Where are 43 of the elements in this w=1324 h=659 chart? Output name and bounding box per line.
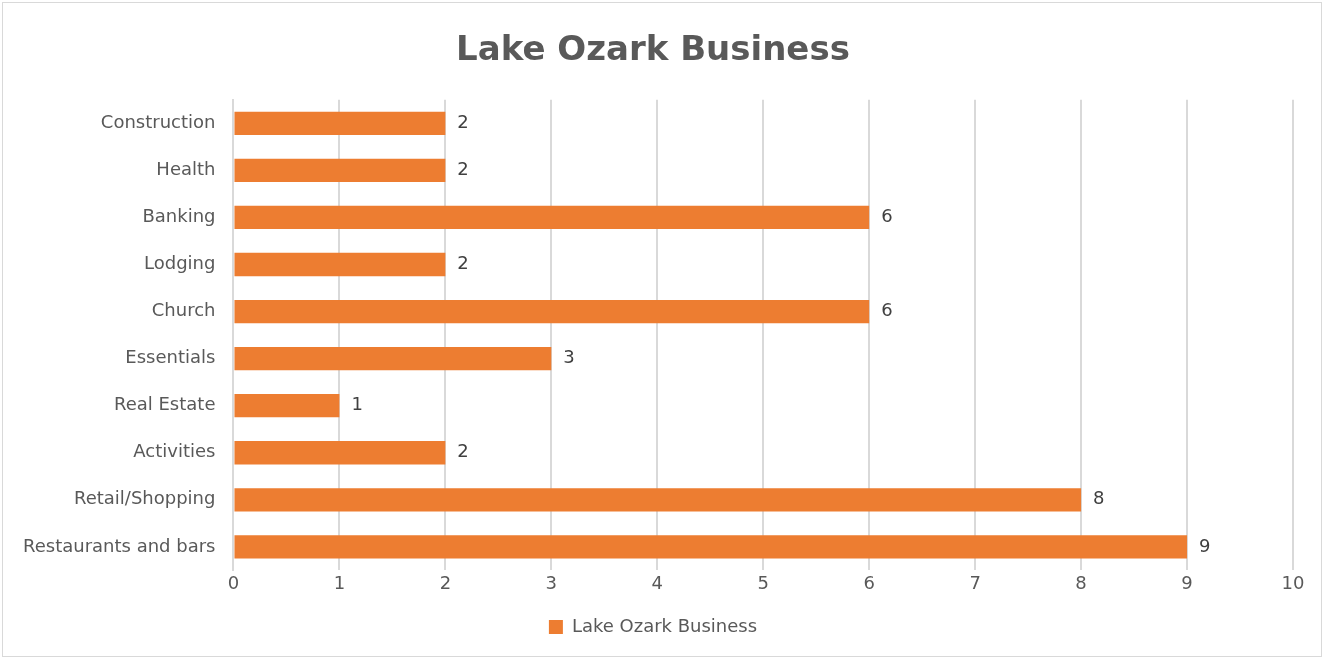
- x-tick-label: 10: [1281, 571, 1305, 593]
- x-tick-label: 2: [439, 571, 452, 593]
- data-label: 2: [457, 440, 469, 462]
- y-tick-label: Health: [156, 158, 216, 180]
- x-tick-label: 9: [1181, 571, 1193, 593]
- data-label: 1: [351, 393, 363, 415]
- bar: [234, 158, 446, 183]
- bar: [234, 205, 870, 230]
- x-tick-label: 0: [227, 571, 240, 593]
- y-tick-label: Essentials: [125, 346, 216, 368]
- y-tick-label: Activities: [133, 440, 216, 462]
- x-tick-label: 3: [545, 571, 558, 593]
- y-tick-label: Banking: [142, 205, 216, 227]
- bar: [234, 111, 446, 135]
- data-label: 8: [1093, 487, 1105, 509]
- data-label: 2: [457, 252, 469, 274]
- y-tick-label: Retail/Shopping: [73, 487, 216, 509]
- legend-label: Lake Ozark Business: [571, 614, 758, 636]
- x-tick-label: 8: [1075, 571, 1087, 593]
- bar: [234, 299, 870, 324]
- x-tick-label: 1: [333, 571, 346, 593]
- y-tick-label: Church: [151, 299, 216, 321]
- data-label: 9: [1199, 534, 1211, 556]
- x-tick-label: 4: [651, 571, 663, 593]
- bar: [234, 346, 552, 371]
- bar: [234, 252, 446, 277]
- data-label: 6: [881, 205, 893, 227]
- x-tick-label: 5: [757, 571, 769, 593]
- data-label: 2: [457, 111, 469, 132]
- data-label: 6: [881, 299, 893, 321]
- data-label: 2: [457, 158, 469, 180]
- bar: [234, 488, 1082, 512]
- x-tick-label: 7: [969, 571, 981, 593]
- x-tick-label: 6: [863, 571, 875, 593]
- y-tick-label: Real Estate: [113, 393, 216, 415]
- y-tick-label: Construction: [100, 111, 216, 132]
- bar: [234, 394, 340, 418]
- bar: [234, 441, 446, 465]
- y-tick-label: Restaurants and bars: [22, 534, 216, 556]
- bar: [234, 535, 1188, 559]
- y-tick-label: Lodging: [144, 252, 216, 274]
- data-label: 3: [563, 346, 575, 368]
- chart-title: Lake Ozark Business: [456, 28, 850, 69]
